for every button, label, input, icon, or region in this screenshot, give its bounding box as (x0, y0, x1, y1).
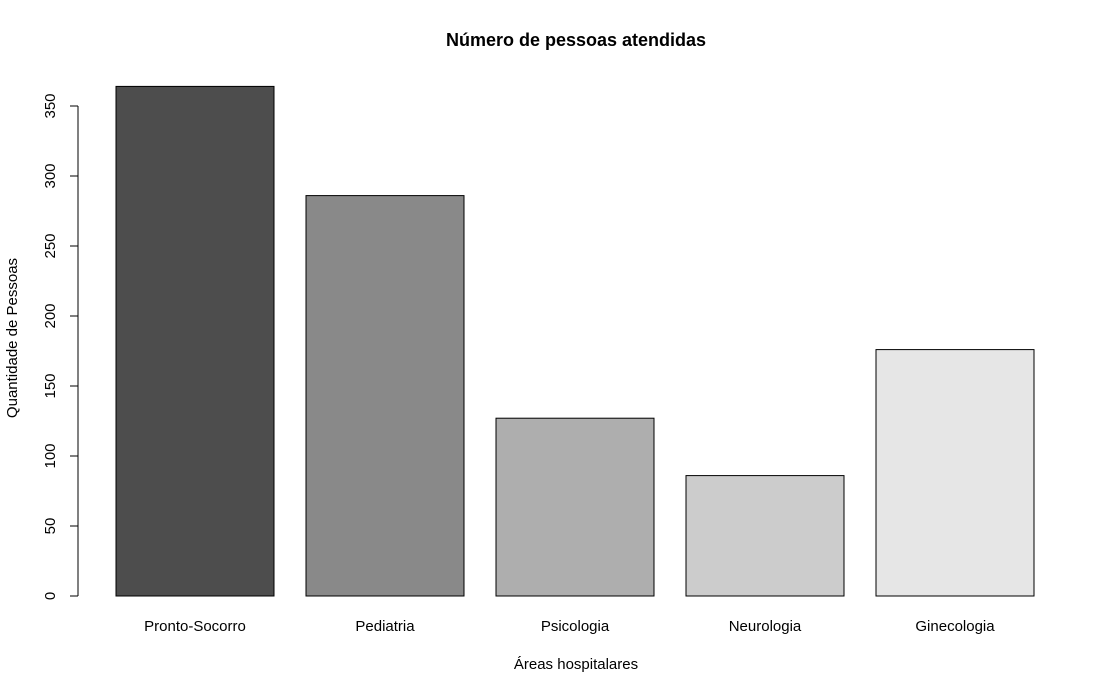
bar-neurologia (685, 475, 845, 597)
y-tick-label: 200 (42, 303, 59, 328)
y-tick-label: 50 (42, 518, 59, 535)
x-category-label: Pronto-Socorro (144, 618, 246, 635)
bar-psicologia (495, 417, 655, 597)
y-tick-label: 0 (42, 592, 59, 600)
x-category-label: Psicologia (541, 618, 610, 635)
chart-title: Número de pessoas atendidas (446, 30, 706, 50)
bars-group (115, 85, 1035, 597)
y-tick-label: 300 (42, 163, 59, 188)
y-tick-label: 150 (42, 373, 59, 398)
y-tick-label: 350 (42, 93, 59, 118)
bar-ginecologia (875, 349, 1035, 597)
y-tick-label: 250 (42, 233, 59, 258)
x-category-label: Ginecologia (915, 618, 995, 635)
y-axis: 0 50 100 150 200 250 300 350 (42, 93, 79, 600)
y-axis-label: Quantidade de Pessoas (4, 258, 21, 418)
y-tick-label: 100 (42, 443, 59, 468)
category-labels: Pronto-Socorro Pediatria Psicologia Neurolo… (144, 618, 995, 635)
bar-pronto-socorro (115, 85, 275, 597)
x-category-label: Neurologia (729, 618, 802, 635)
x-axis-label: Áreas hospitalares (514, 656, 638, 673)
bar-pediatria (305, 195, 465, 597)
x-category-label: Pediatria (355, 618, 415, 635)
